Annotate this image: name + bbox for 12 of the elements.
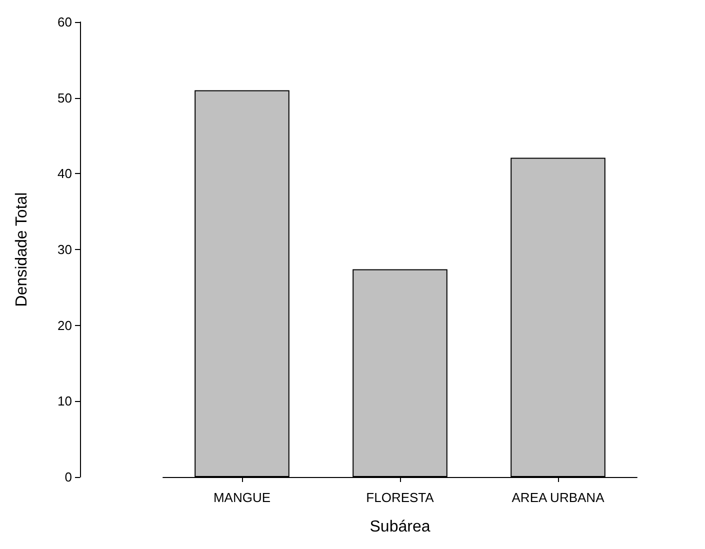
x-tick-label: MANGUE [213,490,271,505]
y-axis-title: Densidade Total [14,192,30,307]
x-tick-label: FLORESTA [366,490,434,505]
y-tick-label: 10 [58,394,72,409]
y-tick-label: 40 [58,166,72,182]
y-tick-label: 20 [58,318,72,333]
y-tick-label: 30 [58,242,72,257]
x-axis-title: Subárea [370,518,430,536]
x-tick-label: AREA URBANA [512,490,605,505]
y-tick-label: 60 [58,14,72,30]
y-tick-label: 0 [64,470,72,484]
y-tick-label: 50 [58,90,72,106]
